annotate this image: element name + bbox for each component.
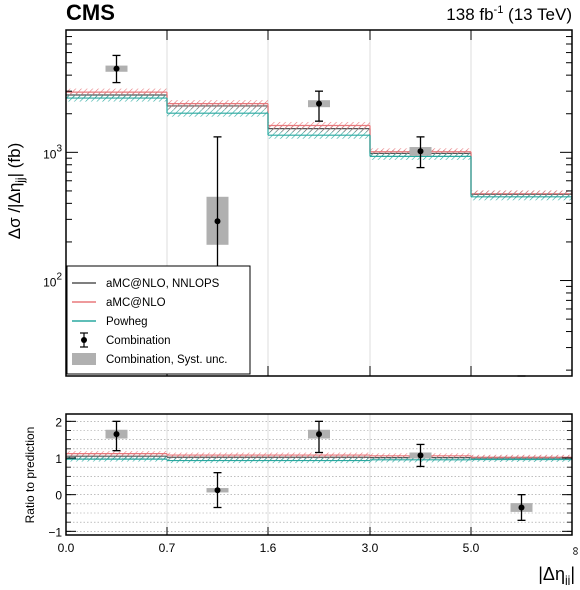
main-frame xyxy=(65,29,573,377)
legend-label-1: aMC@NLO xyxy=(106,297,166,309)
main-y-tick-base: 10 xyxy=(43,276,57,290)
lumi-energy: (13 TeV) xyxy=(503,5,572,24)
ratio-y-tick-label-1: 0 xyxy=(55,489,62,503)
experiment-label: CMS xyxy=(66,0,115,25)
x-tick-label-0: 0.0 xyxy=(58,541,75,555)
main-data-point-bin1 xyxy=(214,218,221,225)
ratio-ticks: −1 0 1 2 xyxy=(48,415,572,539)
x-tick-label-3: 3.0 xyxy=(362,541,379,555)
main-series xyxy=(66,54,572,377)
main-y-tick-exp: 2 xyxy=(56,272,62,283)
ratio-y-tick-label-2: 1 xyxy=(55,452,62,466)
x-tick-label-2: 1.6 xyxy=(260,541,277,555)
ratio-frame xyxy=(65,413,573,536)
x-tick-label-1: 0.7 xyxy=(159,541,176,555)
ratio-data-point-bin4 xyxy=(518,504,525,511)
main-data-point-bin0 xyxy=(113,65,120,72)
ratio-data-point-bin0 xyxy=(113,431,120,438)
legend: aMC@NLO, NNLOPS aMC@NLO Powheg Combination C… xyxy=(66,265,251,375)
main-y-tick-exp: 3 xyxy=(56,143,62,154)
main-y-label-text: Δσ /|Δη xyxy=(5,183,24,240)
ratio-panel: −1 0 1 2 xyxy=(48,413,573,539)
lumi-sup: -1 xyxy=(494,4,504,16)
x-tick-label-4: 5.0 xyxy=(463,541,480,555)
main-y-label-sub: jj xyxy=(13,177,27,183)
x-label-sub: jj xyxy=(564,573,570,585)
x-tick-labels: 0.0 0.7 1.6 3.0 5.0 ∞ xyxy=(58,541,580,555)
ratio-data-point-bin3 xyxy=(417,452,424,459)
ratio-data-point-bin2 xyxy=(316,431,322,438)
legend-items: aMC@NLO, NNLOPS aMC@NLO Powheg Combination C… xyxy=(72,278,227,366)
legend-swatch-3 xyxy=(81,337,87,343)
x-label-text: |Δη xyxy=(538,564,565,584)
legend-label-0: aMC@NLO, NNLOPS xyxy=(106,278,220,290)
main-y-axis-label: Δσ /|Δηjj| (fb) xyxy=(5,143,27,240)
ratio-y-axis-label: Ratio to prediction xyxy=(23,427,37,524)
lumi-main: 138 fb xyxy=(446,5,493,24)
ratio-data-point-bin1 xyxy=(214,487,221,494)
legend-label-3: Combination xyxy=(106,335,171,347)
main-data-point-bin3 xyxy=(417,148,424,155)
x-label-end: | xyxy=(570,564,575,584)
main-y-tick-base: 10 xyxy=(43,147,57,161)
main-y-tick-label-0: 102 xyxy=(43,272,62,290)
main-data-point-bin2 xyxy=(316,100,322,107)
ratio-series xyxy=(66,420,572,521)
legend-swatch-4 xyxy=(72,353,96,365)
legend-label-4: Combination, Syst. unc. xyxy=(106,354,227,366)
ratio-y-tick-label-3: 2 xyxy=(55,415,62,429)
legend-box xyxy=(66,265,251,375)
main-y-tick-label-1: 103 xyxy=(43,143,62,161)
lumi-label: 138 fb-1 (13 TeV) xyxy=(446,4,572,24)
x-axis-label: |Δηjj| xyxy=(538,564,575,585)
ratio-y-tick-label-0: −1 xyxy=(48,525,62,539)
main-y-label-unit: | (fb) xyxy=(5,143,24,178)
x-tick-label-5: ∞ xyxy=(569,547,580,556)
legend-label-2: Powheg xyxy=(106,316,148,328)
